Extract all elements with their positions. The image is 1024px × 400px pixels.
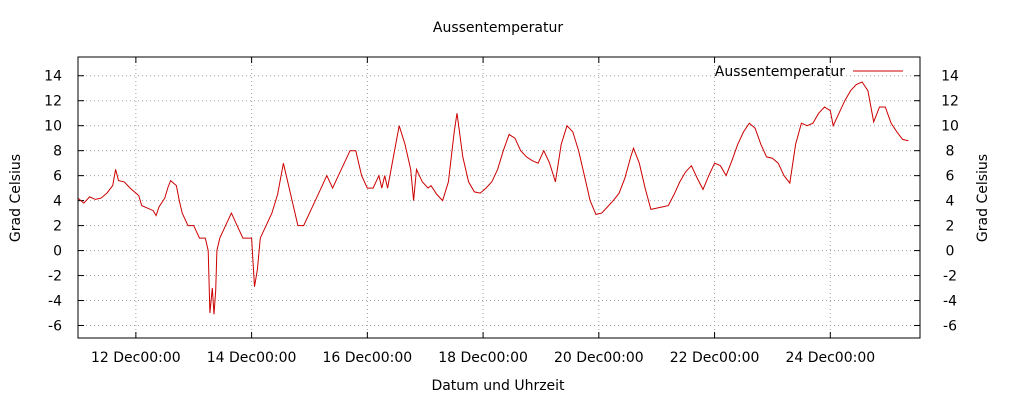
x-tick-label-1: 14 Dec00:00 (207, 350, 297, 366)
y-tick-label-right-6: 2 (946, 219, 955, 235)
x-tick-label-3: 18 Dec00:00 (438, 350, 528, 366)
y-tick-label-left-4: 6 (53, 169, 62, 185)
x-axis-label: Datum und Uhrzeit (431, 378, 565, 394)
x-tick-label-0: 12 Dec00:00 (91, 350, 181, 366)
legend-label: Aussentemperatur (715, 64, 845, 80)
y-tick-label-left-10: -6 (48, 319, 62, 335)
chart-title: Aussentemperatur (433, 20, 563, 36)
x-tick-label-5: 22 Dec00:00 (670, 350, 760, 366)
y-tick-label-right-0: 14 (941, 69, 959, 85)
y-tick-label-right-9: -4 (943, 294, 957, 310)
x-tick-label-4: 20 Dec00:00 (554, 350, 644, 366)
x-tick-labels: 12 Dec00:00 14 Dec00:00 16 Dec00:00 18 Dec0… (91, 350, 875, 366)
y-tick-label-left-2: 10 (44, 119, 62, 135)
y-tick-label-left-9: -4 (48, 294, 62, 310)
y-tick-label-right-3: 8 (946, 144, 955, 160)
y-tick-label-left-0: 14 (44, 69, 62, 85)
grid-lines (78, 57, 920, 338)
y-tick-label-left-5: 4 (53, 194, 62, 210)
x-tick-label-2: 16 Dec00:00 (322, 350, 412, 366)
axis-ticks (78, 57, 920, 338)
y-tick-label-right-7: 0 (946, 244, 955, 260)
y-axis-label-left: Grad Celsius (8, 154, 24, 242)
x-tick-label-6: 24 Dec00:00 (785, 350, 875, 366)
y-tick-labels: 14 14 12 12 10 10 8 8 6 6 4 4 2 2 0 0 -2 -2 -4 -4 -6 -6 (44, 69, 959, 335)
plot-frame (77, 56, 921, 339)
y-tick-label-right-5: 4 (946, 194, 955, 210)
y-tick-label-right-8: -2 (943, 269, 957, 285)
y-tick-label-right-4: 6 (946, 169, 955, 185)
y-tick-label-right-10: -6 (943, 319, 957, 335)
y-tick-label-right-1: 12 (941, 94, 959, 110)
y-tick-label-left-7: 0 (53, 244, 62, 260)
y-tick-label-left-3: 8 (53, 144, 62, 160)
y-axis-label-right: Grad Celsius (975, 154, 991, 242)
y-tick-label-right-2: 10 (941, 119, 959, 135)
y-tick-label-left-6: 2 (53, 219, 62, 235)
y-tick-label-left-8: -2 (48, 269, 62, 285)
series-line-aussentemperatur (77, 81, 909, 315)
y-tick-label-left-1: 12 (44, 94, 62, 110)
